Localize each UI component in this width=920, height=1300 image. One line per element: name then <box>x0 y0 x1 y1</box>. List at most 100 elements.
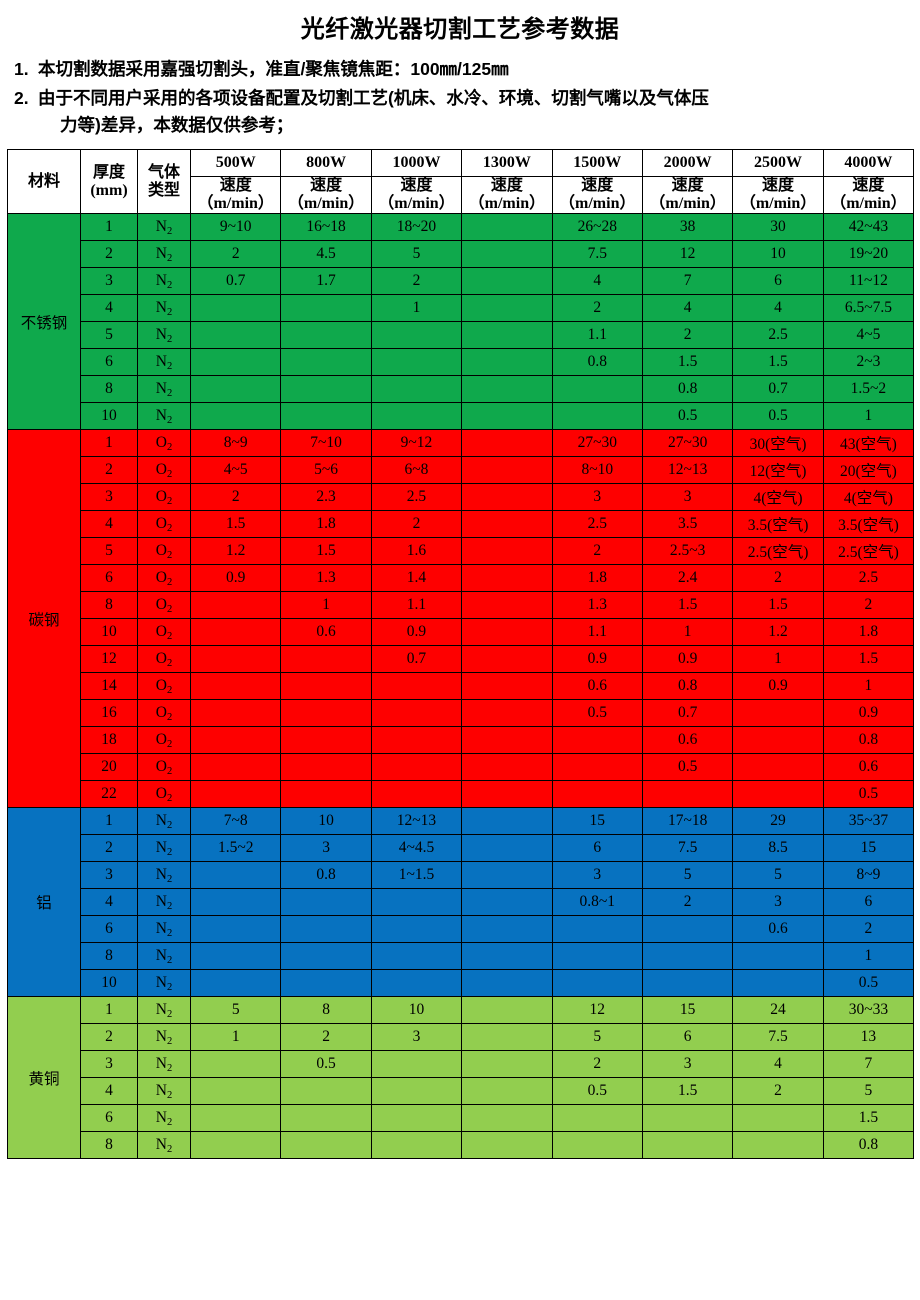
speed-cell <box>189 1131 282 1160</box>
gas-subscript: 2 <box>166 1009 173 1021</box>
speed-cell: 0.6 <box>641 726 734 755</box>
gas-label-line2: 类型 <box>147 181 180 199</box>
note-number: 1. <box>14 59 29 79</box>
speed-cell <box>461 402 553 431</box>
speed-cell <box>461 456 553 485</box>
table-row: 6 N2 0.6 2 <box>8 915 915 944</box>
speed-cell: 0.5 <box>551 1077 643 1106</box>
speed-cell: 0.5 <box>280 1050 372 1079</box>
table-row: 5 N2 1.1 2 2.5 4~5 <box>8 321 915 350</box>
speed-cell: 3 <box>732 888 824 917</box>
speed-cell <box>280 969 372 998</box>
thickness-cell: 12 <box>80 645 138 674</box>
thickness-label-line2: (mm) <box>90 181 128 199</box>
gas-type-cell: O2 <box>137 780 191 809</box>
speed-cell <box>461 834 553 863</box>
gas-label-line1: 气体 <box>147 163 180 181</box>
gas-type-cell: O2 <box>137 429 191 458</box>
speed-cell <box>189 780 282 809</box>
speed-cell: 4~5 <box>822 321 915 350</box>
thickness-cell: 1 <box>80 429 138 458</box>
thickness-cell: 18 <box>80 726 138 755</box>
speed-cell: 9~12 <box>370 429 463 458</box>
table-row: 2 O2 4~5 5~6 6~8 8~10 12~13 12(空气) 20(空气) <box>8 456 915 485</box>
speed-cell <box>189 1077 282 1106</box>
speed-cell: 7 <box>822 1050 915 1079</box>
speed-cell <box>370 726 463 755</box>
speed-cell <box>370 780 463 809</box>
gas-subscript: 2 <box>166 442 173 454</box>
speed-label-line1: 速度 <box>852 177 885 195</box>
gas-type-cell: N2 <box>137 1023 191 1052</box>
speed-cell: 5 <box>189 996 282 1025</box>
thickness-cell: 6 <box>80 564 138 593</box>
speed-cell <box>189 294 282 323</box>
table-row: 22 O2 0.5 <box>8 780 915 809</box>
speed-cell <box>280 375 372 404</box>
material-cell: 不锈钢 <box>7 213 81 431</box>
speed-cell <box>732 780 824 809</box>
note-text-line1: 由于不同用户采用的各项设备配置及切割工艺(机床、水冷、环境、切割气嘴以及气体压 <box>38 88 709 109</box>
speed-cell <box>280 672 372 701</box>
gas-type-cell: N2 <box>137 348 191 377</box>
speed-cell <box>461 699 553 728</box>
note-text: 本切割数据采用嘉强切割头，准直/聚焦镜焦距：100㎜/125㎜ <box>38 59 509 79</box>
gas-type-cell: O2 <box>137 618 191 647</box>
speed-cell: 1 <box>822 672 915 701</box>
speed-cell: 0.8 <box>551 348 643 377</box>
speed-cell: 6 <box>551 834 643 863</box>
speed-cell: 0.5 <box>732 402 824 431</box>
gas-subscript: 2 <box>166 550 173 562</box>
speed-cell: 5 <box>732 861 824 890</box>
speed-label-line2: （m/min） <box>649 195 726 213</box>
gas-type-cell: N2 <box>137 915 191 944</box>
material-cell: 黄铜 <box>7 996 81 1160</box>
table-row: 10 O2 0.6 0.9 1.1 1 1.2 1.8 <box>8 618 915 647</box>
speed-cell <box>280 321 372 350</box>
gas-type-cell: N2 <box>137 942 191 971</box>
speed-cell <box>370 915 463 944</box>
speed-cell: 6 <box>641 1023 734 1052</box>
thickness-cell: 5 <box>80 321 138 350</box>
speed-cell <box>641 942 734 971</box>
speed-cell <box>370 321 463 350</box>
speed-cell: 3 <box>641 1050 734 1079</box>
speed-cell: 0.9 <box>641 645 734 674</box>
speed-cell <box>461 672 553 701</box>
speed-cell: 0.9 <box>370 618 463 647</box>
thickness-cell: 20 <box>80 753 138 782</box>
speed-cell: 0.9 <box>732 672 824 701</box>
speed-cell: 0.5 <box>551 699 643 728</box>
gas-subscript: 2 <box>166 334 173 346</box>
note-text-line2: 力等)差异，本数据仅供参考； <box>60 115 294 136</box>
speed-cell <box>461 294 553 323</box>
speed-cell: 1.5~2 <box>822 375 915 404</box>
speed-cell <box>189 915 282 944</box>
table-row: 16 O2 0.5 0.7 0.9 <box>8 699 915 728</box>
speed-cell <box>189 942 282 971</box>
header-row-speed: 速度 （m/min） 速度 （m/min） 速度 （m/min） 速度 （m/m… <box>8 176 915 215</box>
speed-cell: 1 <box>280 591 372 620</box>
speed-cell: 42~43 <box>822 213 915 242</box>
speed-cell: 13 <box>822 1023 915 1052</box>
speed-cell: 0.9 <box>551 645 643 674</box>
column-header-power-1300w: 1300W <box>461 149 553 178</box>
column-header-power-1500w: 1500W <box>551 149 643 178</box>
thickness-cell: 1 <box>80 213 138 242</box>
speed-cell <box>370 402 463 431</box>
speed-cell <box>461 591 553 620</box>
speed-cell: 10 <box>732 240 824 269</box>
speed-label-line2: （m/min） <box>830 195 907 213</box>
thickness-cell: 6 <box>80 348 138 377</box>
speed-cell <box>370 699 463 728</box>
gas-type-cell: O2 <box>137 699 191 728</box>
table-row: 6 N2 0.8 1.5 1.5 2~3 <box>8 348 915 377</box>
speed-cell: 2.5 <box>370 483 463 512</box>
speed-cell: 16~18 <box>280 213 372 242</box>
gas-type-cell: N2 <box>137 807 191 836</box>
table-row: 8 N2 1 <box>8 942 915 971</box>
speed-cell: 1.1 <box>551 321 643 350</box>
thickness-cell: 5 <box>80 537 138 566</box>
speed-cell <box>732 942 824 971</box>
speed-cell: 0.7 <box>189 267 282 296</box>
